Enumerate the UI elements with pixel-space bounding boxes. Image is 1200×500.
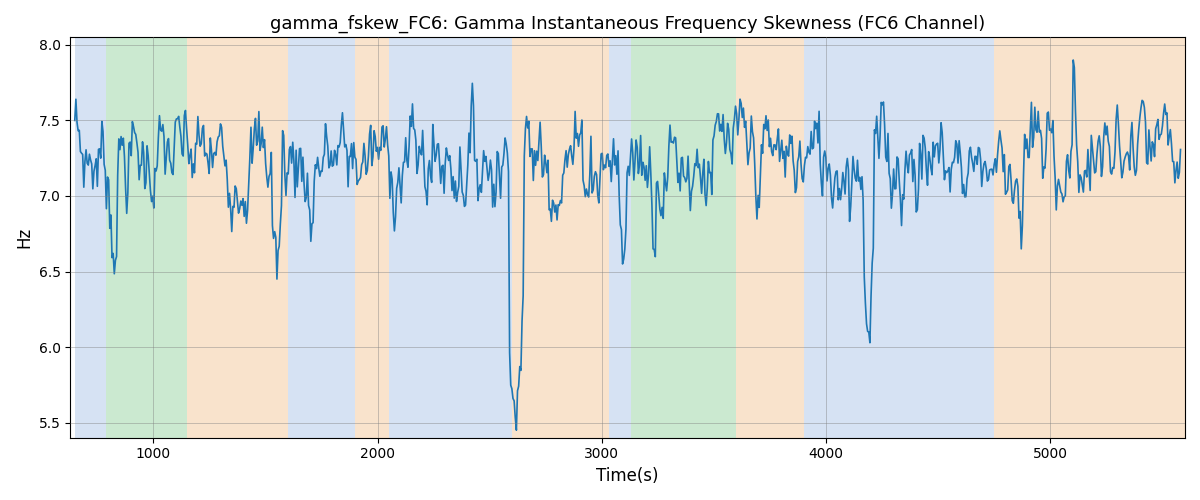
Bar <box>737 38 804 438</box>
Bar <box>389 38 512 438</box>
Bar <box>288 38 355 438</box>
Bar <box>631 38 737 438</box>
Bar <box>187 38 288 438</box>
Bar <box>74 38 106 438</box>
Bar <box>995 38 1184 438</box>
Y-axis label: Hz: Hz <box>16 227 34 248</box>
Bar <box>355 38 389 438</box>
X-axis label: Time(s): Time(s) <box>596 467 659 485</box>
Bar <box>608 38 631 438</box>
Bar <box>804 38 995 438</box>
Bar <box>106 38 187 438</box>
Title: gamma_fskew_FC6: Gamma Instantaneous Frequency Skewness (FC6 Channel): gamma_fskew_FC6: Gamma Instantaneous Fre… <box>270 15 985 34</box>
Bar <box>512 38 608 438</box>
